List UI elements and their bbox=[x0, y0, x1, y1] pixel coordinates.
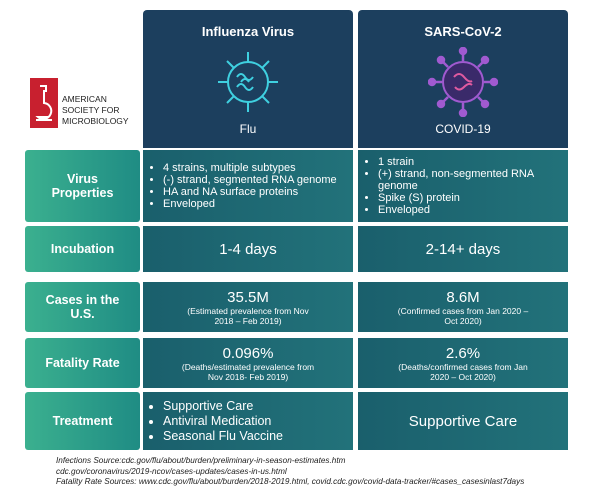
table-cell: 8.6M (Confirmed cases from Jan 2020 – Oct… bbox=[358, 282, 568, 332]
bullet-item: (-) strand, segmented RNA genome bbox=[163, 174, 337, 186]
bullet-item: Antiviral Medication bbox=[163, 414, 283, 429]
cell-value: 1-4 days bbox=[219, 240, 277, 258]
bullet-list: 1 strain(+) strand, non-segmented RNA ge… bbox=[366, 156, 560, 216]
bullet-item: (+) strand, non-segmented RNA genome bbox=[378, 168, 560, 192]
footnotes: Infections Source:cdc.gov/flu/about/burd… bbox=[56, 456, 592, 488]
table-cell: 2.6% (Deaths/confirmed cases from Jan 202… bbox=[358, 338, 568, 388]
bullet-item: 1 strain bbox=[378, 156, 560, 168]
bullet-item: Spike (S) protein bbox=[378, 192, 560, 204]
table-cell: 1 strain(+) strand, non-segmented RNA ge… bbox=[358, 150, 568, 222]
bullet-item: 4 strains, multiple subtypes bbox=[163, 162, 337, 174]
bullet-item: Supportive Care bbox=[163, 399, 283, 414]
table-cell: 35.5M (Estimated prevalence from Nov 2018… bbox=[143, 282, 353, 332]
column-label: Flu bbox=[239, 122, 257, 136]
column-header: SARS-CoV-2 COVID-19 bbox=[358, 10, 568, 148]
cell-value: 2.6% bbox=[445, 344, 481, 362]
row-label: Fatality Rate bbox=[25, 338, 140, 388]
row-label: Virus Properties bbox=[25, 150, 140, 222]
row-label: Incubation bbox=[25, 226, 140, 272]
cell-value: 8.6M bbox=[446, 288, 480, 306]
footnote: cdc.gov/coronavirus/2019-ncov/cases-upda… bbox=[56, 466, 287, 476]
table-cell: 2-14+ days bbox=[358, 226, 568, 272]
column-label: COVID-19 bbox=[435, 122, 491, 136]
logo-icon bbox=[30, 78, 58, 128]
column-header: Influenza Virus Flu bbox=[143, 10, 353, 148]
bullet-item: HA and NA surface proteins bbox=[163, 186, 337, 198]
cell-note: (Confirmed cases from Jan 2020 – Oct 202… bbox=[397, 305, 529, 326]
bullet-item: Enveloped bbox=[163, 198, 337, 210]
covid-icon bbox=[428, 47, 498, 117]
cell-note: (Deaths/confirmed cases from Jan 2020 – … bbox=[398, 361, 528, 382]
table-cell: Supportive CareAntiviral MedicationSeaso… bbox=[143, 392, 353, 450]
logo-text: AMERICAN SOCIETY FOR MICROBIOLOGY bbox=[62, 94, 129, 127]
cell-value: 2-14+ days bbox=[425, 240, 501, 258]
cell-value: 0.096% bbox=[222, 344, 274, 362]
table-cell: Supportive Care bbox=[358, 392, 568, 450]
bullet-item: Seasonal Flu Vaccine bbox=[163, 429, 283, 444]
footnote: Infections Source:cdc.gov/flu/about/burd… bbox=[56, 456, 346, 465]
bullet-list: 4 strains, multiple subtypes(-) strand, … bbox=[151, 162, 337, 210]
cell-value: 35.5M bbox=[227, 288, 269, 306]
row-label: Treatment bbox=[25, 392, 140, 450]
cell-value: Supportive Care bbox=[408, 412, 518, 430]
table-cell: 4 strains, multiple subtypes(-) strand, … bbox=[143, 150, 353, 222]
table-cell: 1-4 days bbox=[143, 226, 353, 272]
column-title: Influenza Virus bbox=[201, 24, 295, 39]
footnote: Fatality Rate Sources: www.cdc.gov/flu/a… bbox=[56, 477, 525, 486]
cell-note: (Deaths/estimated prevalence from Nov 20… bbox=[181, 361, 315, 382]
logo-line: MICROBIOLOGY bbox=[62, 116, 129, 126]
logo-line: SOCIETY FOR bbox=[62, 105, 120, 115]
cell-note: (Estimated prevalence from Nov 2018 – Fe… bbox=[187, 305, 309, 326]
logo-line: AMERICAN bbox=[62, 94, 107, 104]
row-label: Cases in the U.S. bbox=[25, 282, 140, 332]
flu-icon bbox=[218, 52, 278, 112]
table-cell: 0.096% (Deaths/estimated prevalence from … bbox=[143, 338, 353, 388]
bullet-item: Enveloped bbox=[378, 204, 560, 216]
bullet-list: Supportive CareAntiviral MedicationSeaso… bbox=[151, 399, 283, 444]
column-title: SARS-CoV-2 bbox=[424, 24, 502, 39]
